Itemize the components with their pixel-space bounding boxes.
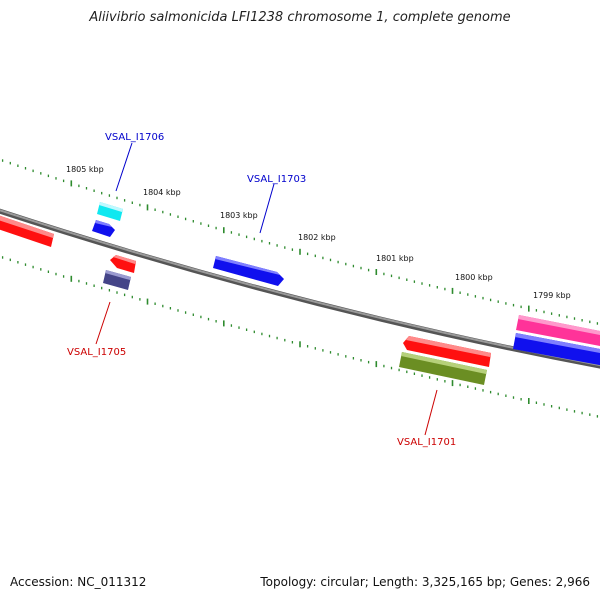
gene-glyph-VSAL_I1705[interactable] <box>110 255 136 273</box>
gene-glyph-navy[interactable] <box>103 270 131 290</box>
map-title: Aliivibrio salmonicida LFI1238 chromosom… <box>89 10 511 25</box>
gene-glyph-olive[interactable] <box>399 352 487 385</box>
ruler-label-1804: 1804 kbp <box>143 188 181 197</box>
ruler-ticks-lower <box>1 256 599 418</box>
leader-line-VSAL_I1703 <box>259 183 275 234</box>
ruler-ticks-upper <box>1 159 599 325</box>
ruler-label-1799: 1799 kbp <box>533 291 571 300</box>
ruler-label-1803: 1803 kbp <box>220 211 258 220</box>
gene-glyph-VSAL_I1701[interactable] <box>403 336 491 367</box>
gene-glyph-VSAL_I1706[interactable] <box>97 202 123 221</box>
gene-glyph-VSAL_I1703[interactable] <box>213 256 284 286</box>
ruler-label-1800: 1800 kbp <box>455 273 493 282</box>
ruler-label-1805: 1805 kbp <box>66 165 104 174</box>
leader-line-VSAL_I1701 <box>424 389 438 436</box>
ruler-label-1801: 1801 kbp <box>376 254 414 263</box>
gene-label-VSAL_I1703[interactable]: VSAL_I1703 <box>247 174 306 185</box>
ruler-label-1802: 1802 kbp <box>298 233 336 242</box>
gene-label-VSAL_I1706[interactable]: VSAL_I1706 <box>105 132 164 143</box>
gene-label-VSAL_I1705[interactable]: VSAL_I1705 <box>67 347 126 358</box>
gene-glyph-magenta[interactable] <box>516 315 600 347</box>
gene-glyph-blue-small[interactable] <box>92 220 115 237</box>
gene-label-VSAL_I1701[interactable]: VSAL_I1701 <box>397 437 456 448</box>
leader-line-VSAL_I1705 <box>95 301 111 345</box>
leader-line-VSAL_I1706 <box>115 142 133 192</box>
genome-summary-text: Topology: circular; Length: 3,325,165 bp… <box>260 575 590 589</box>
gene-glyph-right-blue[interactable] <box>513 333 600 366</box>
gene-glyph-left-red[interactable] <box>0 214 54 247</box>
accession-text: Accession: NC_011312 <box>10 575 147 589</box>
